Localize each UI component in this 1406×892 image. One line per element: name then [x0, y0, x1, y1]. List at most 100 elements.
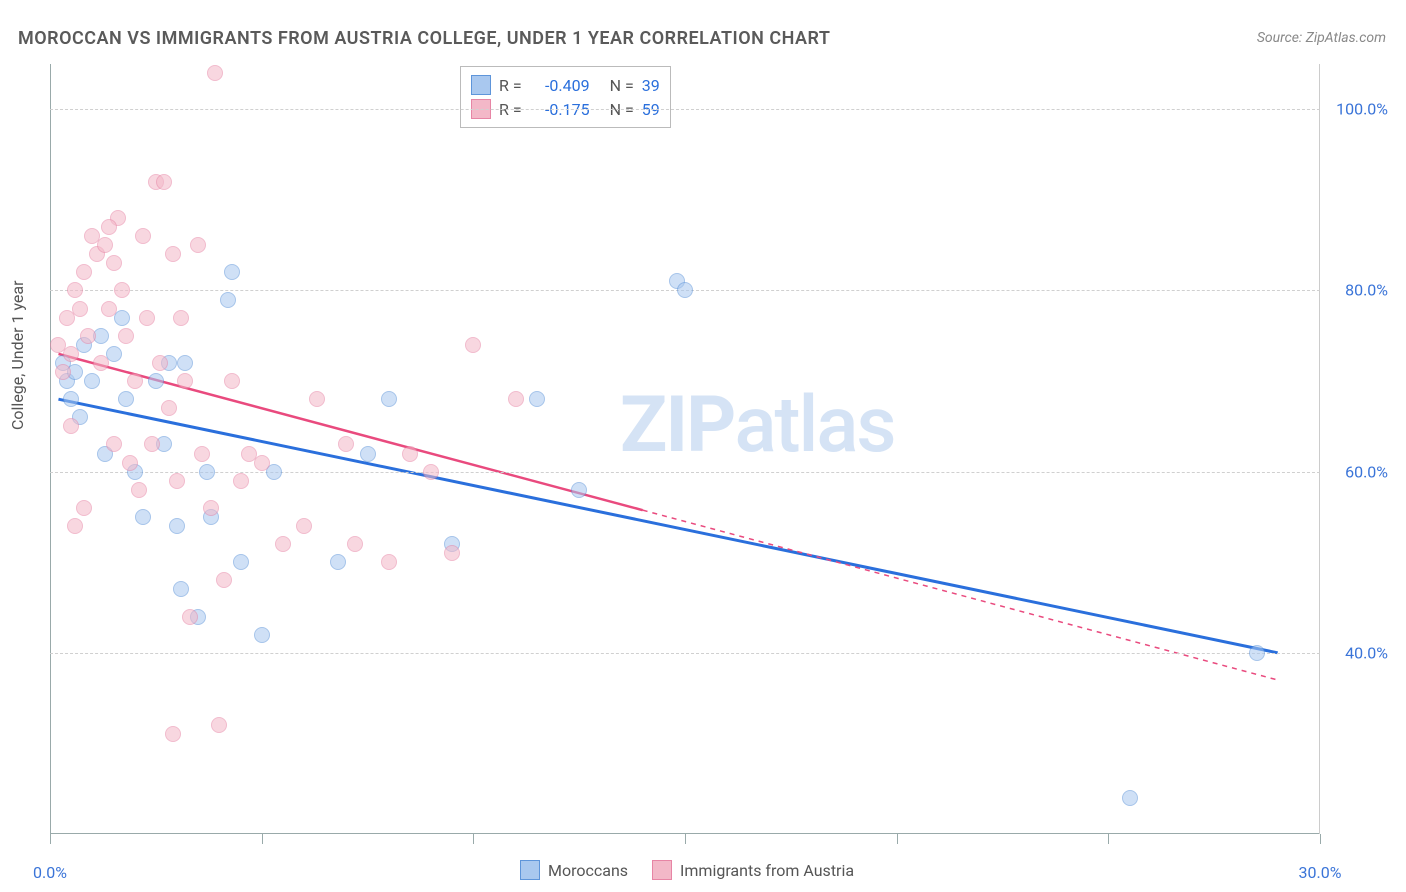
scatter-point [165, 726, 181, 742]
scatter-point [101, 219, 117, 235]
scatter-point [131, 482, 147, 498]
x-tick [50, 834, 51, 844]
scatter-point [93, 355, 109, 371]
scatter-point [144, 436, 160, 452]
chart-container: MOROCCAN VS IMMIGRANTS FROM AUSTRIA COLL… [0, 0, 1406, 892]
scatter-point [381, 391, 397, 407]
scatter-point [190, 237, 206, 253]
scatter-point [254, 455, 270, 471]
scatter-point [173, 310, 189, 326]
scatter-point [207, 65, 223, 81]
scatter-point [423, 464, 439, 480]
scatter-point [148, 373, 164, 389]
x-tick [897, 834, 898, 844]
scatter-point [233, 473, 249, 489]
scatter-point [165, 246, 181, 262]
stats-row: R = -0.409 N = 39 [471, 73, 660, 97]
scatter-point [199, 464, 215, 480]
scatter-point [220, 292, 236, 308]
scatter-point [211, 717, 227, 733]
legend-label: Immigrants from Austria [680, 861, 854, 880]
scatter-point [63, 418, 79, 434]
scatter-point [97, 237, 113, 253]
scatter-point [118, 391, 134, 407]
legend-item: Moroccans [520, 860, 628, 880]
scatter-point [118, 328, 134, 344]
y-tick-label: 40.0% [1345, 643, 1388, 662]
scatter-point [161, 400, 177, 416]
scatter-point [101, 301, 117, 317]
r-value: -0.409 [530, 76, 590, 95]
scatter-point [508, 391, 524, 407]
scatter-point [194, 446, 210, 462]
scatter-point [275, 536, 291, 552]
scatter-point [177, 355, 193, 371]
scatter-point [67, 282, 83, 298]
scatter-point [216, 572, 232, 588]
r-label: R = [499, 76, 522, 95]
scatter-point [169, 518, 185, 534]
scatter-point [1249, 645, 1265, 661]
plot-area [50, 64, 1320, 834]
x-tick-label: 30.0% [1299, 863, 1342, 882]
scatter-point [381, 554, 397, 570]
scatter-point [677, 282, 693, 298]
scatter-point [80, 328, 96, 344]
scatter-point [63, 391, 79, 407]
scatter-point [338, 436, 354, 452]
y-tick-label: 60.0% [1345, 462, 1388, 481]
scatter-point [173, 581, 189, 597]
scatter-point [156, 174, 172, 190]
n-label: N = [610, 76, 634, 95]
scatter-point [169, 473, 185, 489]
x-tick [1108, 834, 1109, 844]
n-value: 39 [642, 76, 660, 95]
scatter-point [55, 364, 71, 380]
scatter-point [296, 518, 312, 534]
scatter-point [309, 391, 325, 407]
scatter-point [402, 446, 418, 462]
scatter-point [233, 554, 249, 570]
scatter-point [1122, 790, 1138, 806]
gridline-h [50, 109, 1320, 110]
y-tick-label: 80.0% [1345, 281, 1388, 300]
scatter-point [135, 509, 151, 525]
scatter-point [76, 500, 92, 516]
scatter-point [182, 609, 198, 625]
scatter-point [63, 346, 79, 362]
x-tick-label: 0.0% [33, 863, 67, 882]
scatter-point [203, 500, 219, 516]
x-tick [473, 834, 474, 844]
x-tick [685, 834, 686, 844]
chart-title: MOROCCAN VS IMMIGRANTS FROM AUSTRIA COLL… [18, 28, 830, 49]
series-swatch [471, 75, 491, 95]
scatter-point [67, 518, 83, 534]
scatter-point [529, 391, 545, 407]
scatter-point [84, 373, 100, 389]
x-tick [1320, 834, 1321, 844]
scatter-point [254, 627, 270, 643]
scatter-point [127, 373, 143, 389]
series-legend: Moroccans Immigrants from Austria [520, 860, 854, 880]
scatter-point [465, 337, 481, 353]
scatter-point [72, 301, 88, 317]
scatter-point [135, 228, 151, 244]
scatter-point [571, 482, 587, 498]
source-label: Source: ZipAtlas.com [1257, 30, 1386, 46]
series-swatch [520, 860, 540, 880]
scatter-point [444, 545, 460, 561]
gridline-h [50, 653, 1320, 654]
x-tick [262, 834, 263, 844]
scatter-point [224, 373, 240, 389]
scatter-point [360, 446, 376, 462]
scatter-point [106, 436, 122, 452]
scatter-point [224, 264, 240, 280]
scatter-point [76, 264, 92, 280]
scatter-point [106, 255, 122, 271]
y-tick-label: 100.0% [1336, 100, 1388, 119]
scatter-point [177, 373, 193, 389]
plot-right-edge [1319, 64, 1320, 834]
scatter-point [114, 282, 130, 298]
stats-legend: R =-0.409N =39R =-0.175N =59 [460, 66, 671, 128]
legend-item: Immigrants from Austria [652, 860, 854, 880]
